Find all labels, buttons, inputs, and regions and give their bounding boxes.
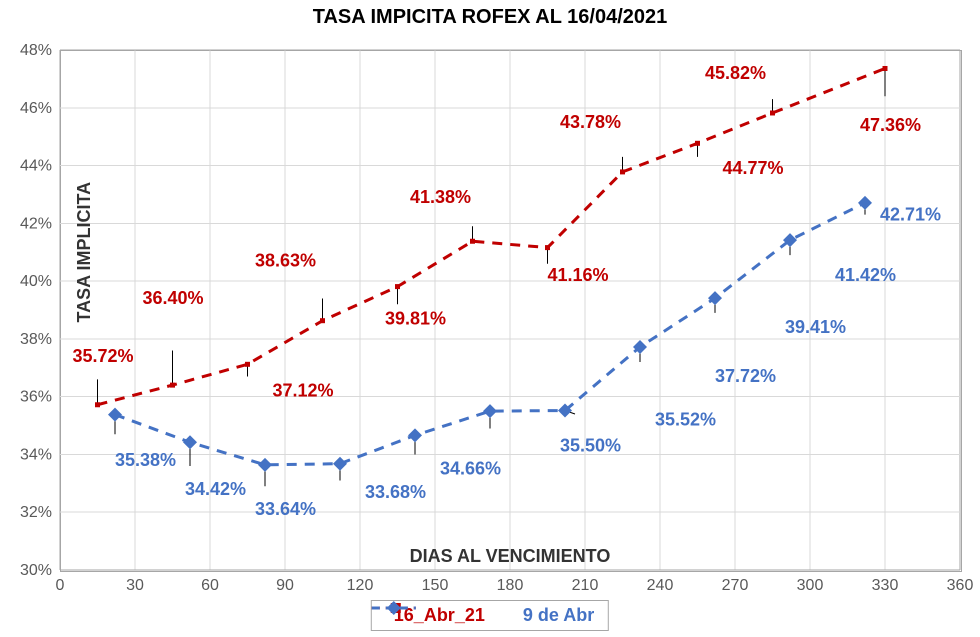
data-label: 35.50% [560,436,621,456]
data-label: 35.52% [655,410,716,430]
data-marker [483,404,497,418]
x-tick-label: 30 [126,577,144,594]
data-label: 44.77% [723,158,784,178]
data-marker [883,66,888,71]
x-tick-label: 270 [722,577,749,594]
data-label: 33.64% [255,499,316,519]
data-marker [858,196,872,210]
data-label: 34.66% [440,459,501,479]
series-0: 35.72% 36.40% 37.12% 38.63% 39.81% 41.38% 41.1… [73,63,922,407]
y-axis-label: TASA IMPLICITA [74,182,94,323]
data-label: 37.12% [273,381,334,401]
x-tick-label: 60 [201,577,219,594]
data-label: 33.68% [365,482,426,502]
y-tick-label: 44% [20,158,52,175]
y-tick-label: 42% [20,215,52,232]
data-marker [620,169,625,174]
y-tick-label: 34% [20,446,52,463]
data-label: 35.72% [73,346,134,366]
data-marker [333,457,347,471]
y-tick-label: 36% [20,389,52,406]
x-tick-label: 180 [497,577,524,594]
data-marker [95,402,100,407]
data-label: 41.38% [410,187,471,207]
data-label: 43.78% [560,112,621,132]
data-label: 41.42% [835,265,896,285]
data-label: 38.63% [255,251,316,271]
legend-label-2: 9 de Abr [523,605,594,626]
data-marker [408,428,422,442]
y-tick-label: 46% [20,100,52,117]
x-tick-label: 120 [347,577,374,594]
data-marker [183,435,197,449]
data-label: 36.40% [143,288,204,308]
y-tick-label: 32% [20,504,52,521]
data-marker [170,383,175,388]
y-tick-label: 48% [20,42,52,59]
series-1: 35.38% 34.42% 33.64% 33.68% 34.66% 35.50% 35.5… [108,196,941,519]
data-marker [320,318,325,323]
chart-svg: 0 30 60 90 120 150 180 210 240 270 300 330 360 30% 32%… [0,0,980,637]
data-label: 37.72% [715,366,776,386]
data-marker [258,458,272,472]
x-tick-label: 360 [947,577,974,594]
x-tick-label: 300 [797,577,824,594]
x-tick-label: 0 [56,577,65,594]
data-marker [470,239,475,244]
data-marker [695,141,700,146]
x-tick-label: 240 [647,577,674,594]
data-marker [245,362,250,367]
data-label: 39.81% [385,308,446,328]
data-marker [108,408,122,422]
data-label: 45.82% [705,63,766,83]
y-tick-label: 40% [20,273,52,290]
series-line [98,68,886,404]
data-label: 39.41% [785,317,846,337]
x-tick-label: 330 [872,577,899,594]
legend-item-series-2: 9 de Abr [515,605,594,626]
data-label: 34.42% [185,479,246,499]
data-marker [545,245,550,250]
y-tick-label: 30% [20,562,52,579]
y-tick-label: 38% [20,331,52,348]
data-label: 42.71% [880,204,941,224]
data-label: 41.16% [548,265,609,285]
data-label: 47.36% [860,115,921,135]
legend: 16_Abr_21 9 de Abr [371,600,609,631]
data-marker [395,284,400,289]
data-label: 35.38% [115,450,176,470]
x-tick-label: 210 [572,577,599,594]
x-tick-label: 90 [276,577,294,594]
x-tick-label: 150 [422,577,449,594]
data-marker [770,110,775,115]
x-axis-label: DIAS AL VENCIMIENTO [410,546,611,566]
